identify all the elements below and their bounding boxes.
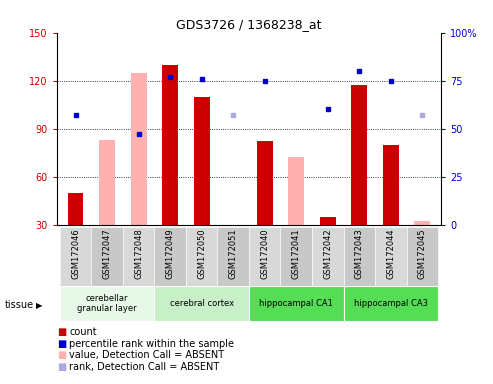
- Text: GSM172050: GSM172050: [197, 228, 206, 279]
- Bar: [344, 286, 438, 321]
- Text: hippocampal CA1: hippocampal CA1: [259, 299, 333, 308]
- Bar: [131, 73, 146, 225]
- Bar: [99, 140, 115, 225]
- Text: GSM172043: GSM172043: [355, 228, 364, 279]
- Text: ■: ■: [57, 362, 66, 372]
- Bar: [288, 157, 304, 225]
- Text: GSM172047: GSM172047: [103, 228, 111, 279]
- Text: percentile rank within the sample: percentile rank within the sample: [69, 339, 234, 349]
- Text: GSM172048: GSM172048: [134, 228, 143, 279]
- Bar: [194, 97, 210, 225]
- Text: hippocampal CA3: hippocampal CA3: [354, 299, 428, 308]
- Bar: [312, 227, 344, 286]
- Text: value, Detection Call = ABSENT: value, Detection Call = ABSENT: [69, 350, 224, 360]
- Bar: [257, 141, 273, 225]
- Text: ▶: ▶: [35, 301, 42, 310]
- Bar: [60, 286, 154, 321]
- Text: GSM172041: GSM172041: [292, 228, 301, 279]
- Bar: [123, 227, 154, 286]
- Text: GSM172040: GSM172040: [260, 228, 269, 279]
- Text: ■: ■: [57, 327, 66, 337]
- Bar: [407, 227, 438, 286]
- Bar: [281, 227, 312, 286]
- Text: ■: ■: [57, 350, 66, 360]
- Bar: [375, 227, 407, 286]
- Text: GSM172046: GSM172046: [71, 228, 80, 279]
- Bar: [68, 193, 83, 225]
- Text: GSM172045: GSM172045: [418, 228, 427, 279]
- Bar: [186, 227, 217, 286]
- Bar: [154, 227, 186, 286]
- Text: ■: ■: [57, 339, 66, 349]
- Bar: [249, 286, 344, 321]
- Bar: [60, 227, 91, 286]
- Text: rank, Detection Call = ABSENT: rank, Detection Call = ABSENT: [69, 362, 219, 372]
- Text: count: count: [69, 327, 97, 337]
- Bar: [415, 222, 430, 225]
- Text: GSM172051: GSM172051: [229, 228, 238, 279]
- Text: tissue: tissue: [5, 300, 34, 310]
- Bar: [91, 227, 123, 286]
- Bar: [154, 286, 249, 321]
- Bar: [320, 217, 336, 225]
- Text: cerebellar
granular layer: cerebellar granular layer: [77, 294, 137, 313]
- Bar: [162, 65, 178, 225]
- Bar: [352, 86, 367, 225]
- Bar: [383, 145, 399, 225]
- Text: GSM172042: GSM172042: [323, 228, 332, 279]
- Bar: [344, 227, 375, 286]
- Bar: [217, 227, 249, 286]
- Bar: [249, 227, 281, 286]
- Text: GSM172044: GSM172044: [387, 228, 395, 279]
- Text: GSM172049: GSM172049: [166, 228, 175, 279]
- Title: GDS3726 / 1368238_at: GDS3726 / 1368238_at: [176, 18, 322, 31]
- Text: cerebral cortex: cerebral cortex: [170, 299, 234, 308]
